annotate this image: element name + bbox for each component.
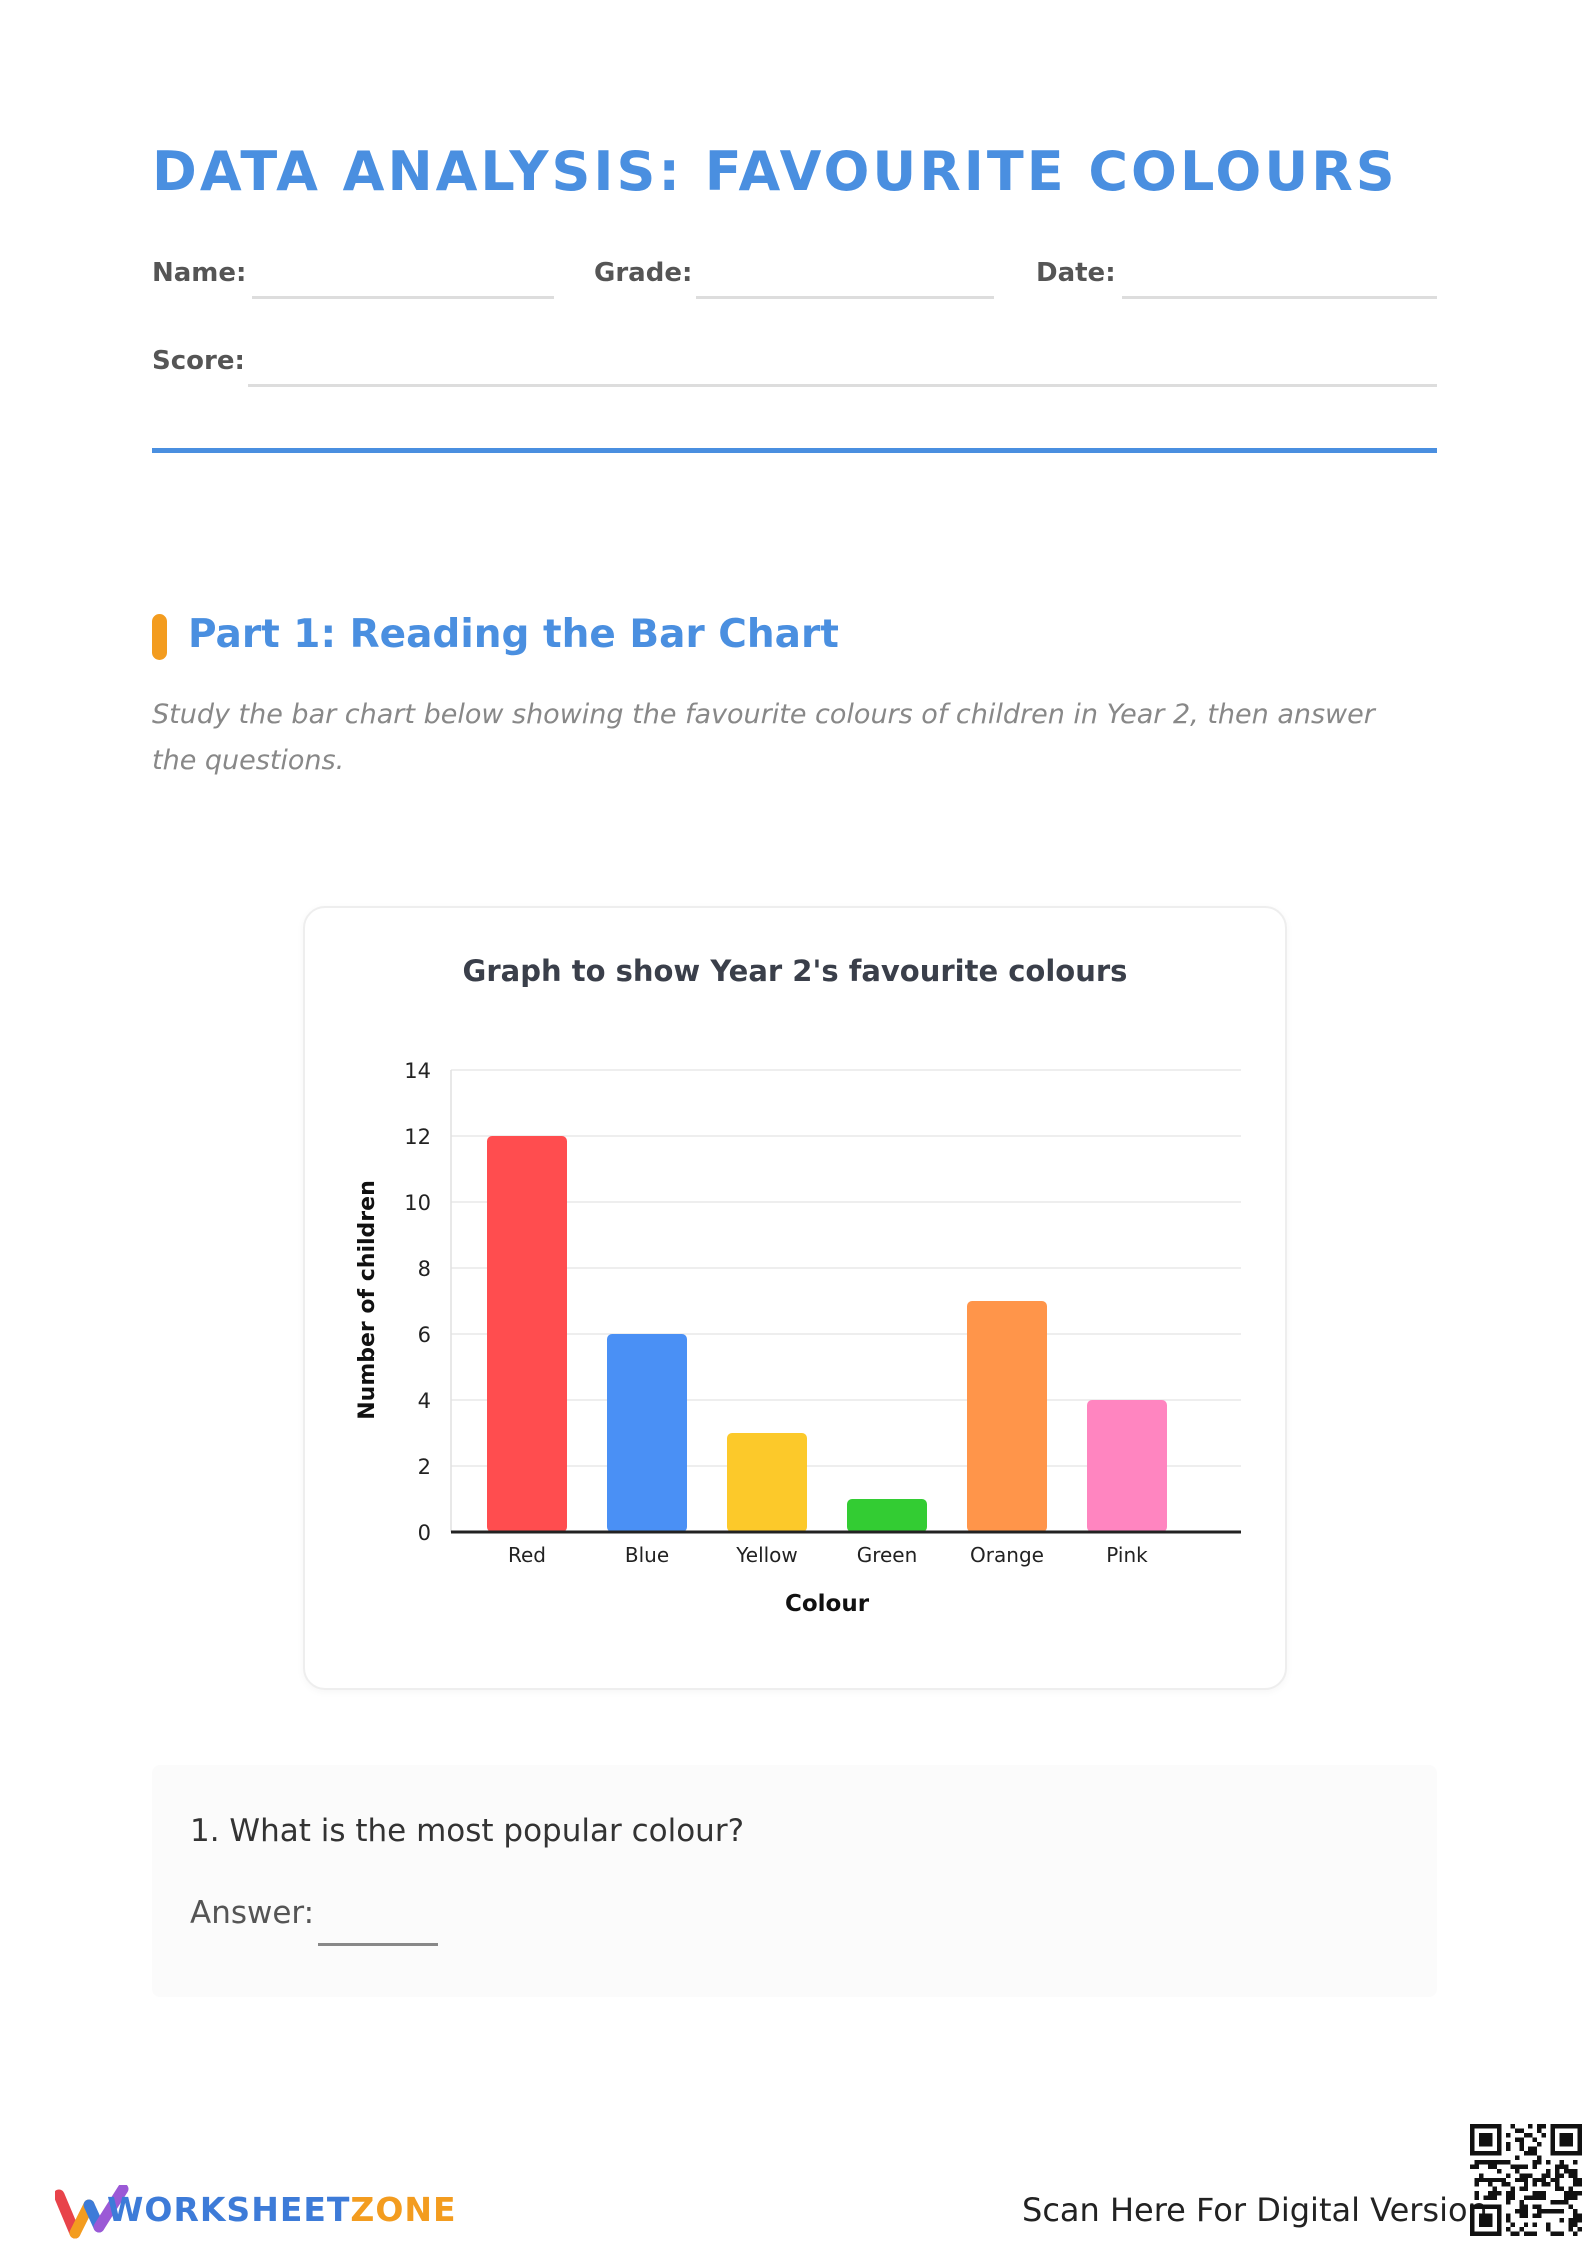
name-field[interactable] xyxy=(252,296,554,299)
question-card: 1. What is the most popular colour? Answ… xyxy=(152,1765,1437,1997)
question-text: 1. What is the most popular colour? xyxy=(190,1813,745,1849)
score-field[interactable] xyxy=(248,384,1437,387)
answer-field[interactable] xyxy=(318,1943,438,1946)
x-tick-label: Red xyxy=(508,1543,546,1567)
y-tick-label: 10 xyxy=(404,1191,431,1215)
chart-title: Graph to show Year 2's favourite colours xyxy=(463,954,1128,988)
instructions-text: Study the bar chart below showing the fa… xyxy=(152,699,1375,776)
y-tick-label: 8 xyxy=(418,1257,431,1281)
header-divider xyxy=(152,448,1437,453)
chart-card: Graph to show Year 2's favourite colours… xyxy=(303,906,1287,1690)
x-tick-label: Pink xyxy=(1106,1543,1148,1567)
y-tick-label: 6 xyxy=(418,1323,431,1347)
section-accent-bar xyxy=(152,614,167,660)
score-label: Score: xyxy=(152,346,245,376)
worksheetzone-logo-icon xyxy=(55,2185,129,2239)
qr-code-icon[interactable] xyxy=(1470,2124,1582,2236)
brand-name-part2: ZONE xyxy=(350,2190,457,2229)
y-tick-label: 12 xyxy=(404,1125,431,1149)
date-field[interactable] xyxy=(1122,296,1437,299)
answer-label: Answer: xyxy=(190,1895,315,1931)
grade-field[interactable] xyxy=(696,296,994,299)
y-tick-label: 0 xyxy=(418,1521,431,1545)
date-label: Date: xyxy=(1036,258,1116,288)
worksheet-title: DATA ANALYSIS: FAVOURITE COLOURS xyxy=(152,140,1398,203)
x-tick-label: Yellow xyxy=(735,1543,798,1567)
bar-red xyxy=(487,1136,567,1532)
bar-yellow xyxy=(727,1433,807,1532)
bar-chart: Graph to show Year 2's favourite colours… xyxy=(355,954,1241,1617)
bar-blue xyxy=(607,1334,687,1532)
x-tick-label: Green xyxy=(857,1543,918,1567)
x-axis-label: Colour xyxy=(785,1591,870,1617)
y-tick-label: 2 xyxy=(418,1455,431,1479)
y-tick-label: 4 xyxy=(418,1389,431,1413)
scan-text: Scan Here For Digital Version xyxy=(1022,2191,1488,2229)
grade-label: Grade: xyxy=(594,258,693,288)
x-tick-label: Blue xyxy=(625,1543,669,1567)
brand-name-part1: WORKSHEET xyxy=(107,2190,351,2229)
section-title: Part 1: Reading the Bar Chart xyxy=(188,612,839,657)
y-axis-label: Number of children xyxy=(355,1180,380,1420)
x-tick-label: Orange xyxy=(970,1543,1044,1567)
bar-orange xyxy=(967,1301,1047,1532)
name-label: Name: xyxy=(152,258,247,288)
brand-name: WORKSHEETZONE xyxy=(107,2190,457,2229)
bar-green xyxy=(847,1499,927,1532)
bar-pink xyxy=(1087,1400,1167,1532)
y-tick-label: 14 xyxy=(404,1059,431,1083)
